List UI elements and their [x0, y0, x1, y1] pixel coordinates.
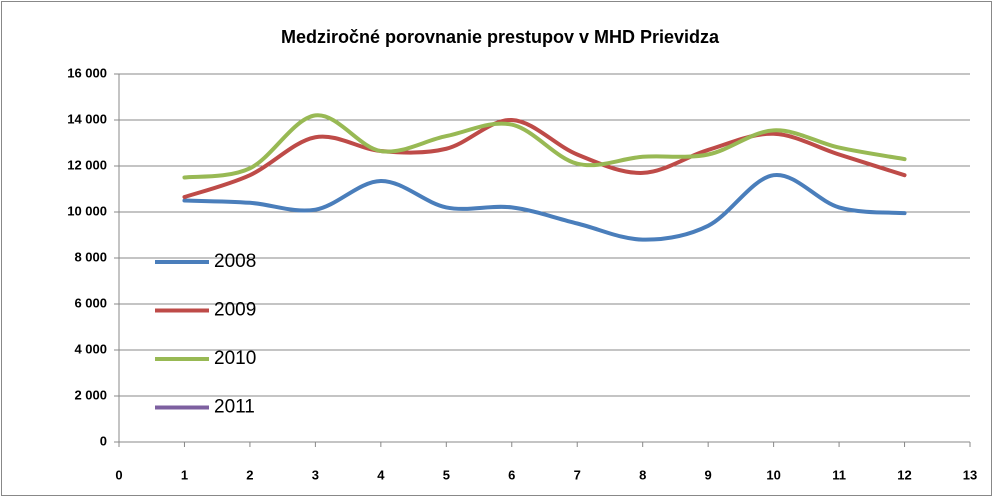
x-tick-label: 4: [377, 467, 385, 482]
x-tick-label: 9: [705, 467, 712, 482]
x-tick-label: 6: [508, 467, 515, 482]
y-tick-label: 8 000: [74, 249, 107, 264]
x-tick-label: 8: [639, 467, 646, 482]
x-tick-label: 1: [181, 467, 188, 482]
y-tick-label: 16 000: [67, 65, 107, 80]
chart-title: Medziročné porovnanie prestupov v MHD Pr…: [281, 27, 720, 47]
x-tick-label: 7: [574, 467, 581, 482]
y-tick-label: 10 000: [67, 203, 107, 218]
series-line: [182, 117, 907, 200]
legend-label: 2009: [214, 300, 256, 321]
legend-label: 2011: [214, 397, 255, 418]
x-tick-label: 11: [832, 467, 846, 482]
x-tick-label: 10: [766, 467, 780, 482]
x-tick-label: 2: [246, 467, 253, 482]
x-tick-label: 12: [897, 467, 911, 482]
y-tick-label: 0: [100, 433, 107, 448]
x-tick-label: 5: [443, 467, 450, 482]
legend-label: 2008: [214, 251, 256, 272]
series-line: [182, 113, 907, 180]
y-tick-label: 14 000: [67, 111, 107, 126]
x-tick-label: 13: [963, 467, 977, 482]
series-line: [182, 173, 907, 242]
y-tick-label: 6 000: [74, 295, 107, 310]
legend-label: 2010: [214, 348, 256, 369]
y-tick-label: 2 000: [74, 387, 107, 402]
x-tick-label: 0: [115, 467, 122, 482]
x-tick-label: 3: [312, 467, 319, 482]
y-tick-label: 4 000: [74, 341, 107, 356]
y-tick-label: 12 000: [67, 157, 107, 172]
